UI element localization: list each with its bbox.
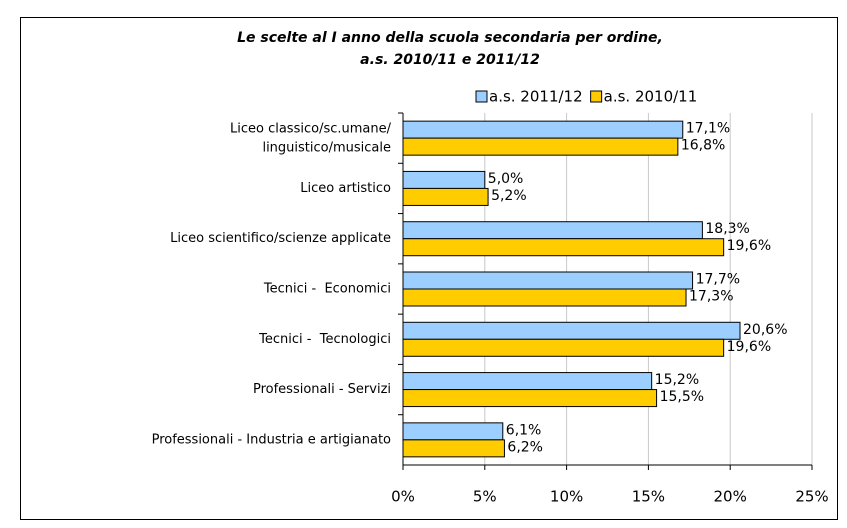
bar bbox=[402, 221, 703, 240]
value-label: 15,5% bbox=[660, 389, 704, 405]
x-tick-label: 20% bbox=[714, 488, 747, 506]
bar bbox=[402, 338, 725, 357]
value-label: 16,8% bbox=[681, 138, 725, 154]
value-label: 17,7% bbox=[696, 272, 740, 288]
y-tick-label: Liceo artistico bbox=[300, 181, 391, 196]
bar bbox=[402, 187, 489, 206]
value-label: 17,1% bbox=[686, 121, 730, 137]
value-label: 19,6% bbox=[727, 339, 771, 355]
legend-label: a.s. 2011/12 bbox=[489, 88, 583, 106]
value-label: 6,2% bbox=[507, 439, 543, 455]
legend-swatch bbox=[475, 90, 488, 103]
value-label: 18,3% bbox=[705, 221, 749, 237]
x-tick-label: 15% bbox=[632, 488, 665, 506]
value-label: 5,2% bbox=[491, 188, 527, 204]
legend-swatch bbox=[590, 90, 603, 103]
value-label: 6,1% bbox=[506, 422, 542, 438]
value-label: 5,0% bbox=[488, 171, 524, 187]
y-tick-label: Professionali - Industria e artigianato bbox=[152, 432, 391, 447]
bar bbox=[402, 439, 505, 458]
bar bbox=[402, 321, 741, 340]
value-label: 19,6% bbox=[727, 238, 771, 254]
y-tick-label: Liceo scientifico/scienze applicate bbox=[170, 231, 391, 246]
y-tick-label: Tecnici - Tecnologici bbox=[258, 332, 391, 347]
x-tick-label: 5% bbox=[473, 488, 497, 506]
x-tick-label: 10% bbox=[550, 488, 583, 506]
chart-title: Le scelte al I anno della scuola seconda… bbox=[237, 30, 663, 68]
x-tick-label: 0% bbox=[391, 488, 415, 506]
bar bbox=[402, 238, 725, 257]
legend-label: a.s. 2010/11 bbox=[604, 88, 698, 106]
y-tick-label: Tecnici - Economici bbox=[263, 282, 391, 297]
bar bbox=[402, 271, 694, 290]
y-tick-label: Professionali - Servizi bbox=[253, 382, 391, 397]
bar bbox=[402, 137, 679, 156]
bar bbox=[402, 422, 504, 441]
bar bbox=[402, 389, 658, 408]
value-label: 20,6% bbox=[743, 322, 787, 338]
value-label: 15,2% bbox=[655, 372, 699, 388]
bar bbox=[402, 120, 684, 139]
x-tick-label: 25% bbox=[795, 488, 828, 506]
bar bbox=[402, 288, 687, 307]
value-label: 17,3% bbox=[689, 289, 733, 305]
y-tick-label: Liceo classico/sc.umane/linguistico/musi… bbox=[230, 121, 392, 155]
bar bbox=[402, 372, 653, 391]
bar bbox=[402, 170, 486, 189]
